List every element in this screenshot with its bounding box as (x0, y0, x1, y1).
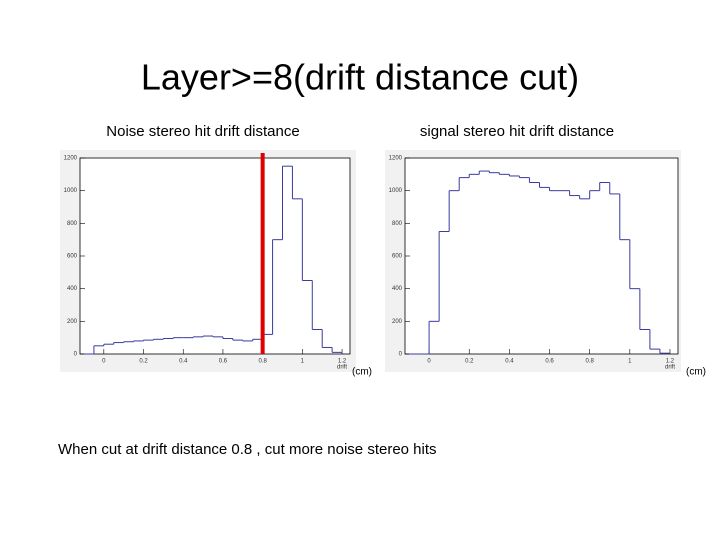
y-tick-label: 200 (392, 319, 403, 325)
y-tick-label: 1000 (389, 188, 403, 194)
y-tick-label: 0 (399, 352, 403, 358)
x-tick-label: 1.2 (666, 359, 675, 365)
y-tick-label: 0 (74, 352, 78, 358)
y-tick-label: 400 (67, 286, 78, 292)
x-axis-label: drift (337, 365, 347, 371)
unit-label: (cm) (686, 367, 706, 378)
x-tick-label: 0.8 (258, 359, 267, 365)
chart-title: signal stereo hit drift distance (420, 123, 614, 140)
x-tick-label: 0.6 (219, 359, 228, 365)
x-tick-label: 0.2 (139, 359, 148, 365)
y-tick-label: 600 (67, 254, 78, 260)
y-tick-label: 1000 (64, 188, 78, 194)
chart-title: Noise stereo hit drift distance (106, 123, 299, 140)
x-tick-label: 1.2 (338, 359, 347, 365)
x-tick-label: 0.2 (465, 359, 474, 365)
plot-area (79, 157, 351, 355)
x-tick-label: 0 (427, 359, 431, 365)
y-tick-label: 400 (392, 286, 403, 292)
y-tick-label: 800 (67, 221, 78, 227)
x-tick-label: 1 (628, 359, 632, 365)
y-tick-label: 600 (392, 254, 403, 260)
y-tick-label: 1200 (389, 156, 403, 162)
y-tick-label: 1200 (64, 156, 78, 162)
y-tick-label: 200 (67, 319, 78, 325)
x-tick-label: 0.4 (179, 359, 188, 365)
x-tick-label: 0.6 (545, 359, 554, 365)
x-axis-label: drift (665, 365, 675, 371)
slide-title: Layer>=8(drift distance cut) (141, 57, 579, 98)
x-tick-label: 0.4 (505, 359, 514, 365)
x-tick-label: 0.8 (586, 359, 595, 365)
x-tick-label: 0 (102, 359, 106, 365)
x-tick-label: 1 (301, 359, 305, 365)
unit-label: (cm) (352, 367, 372, 378)
note: When cut at drift distance 0.8 , cut mor… (58, 441, 437, 458)
y-tick-label: 800 (392, 221, 403, 227)
